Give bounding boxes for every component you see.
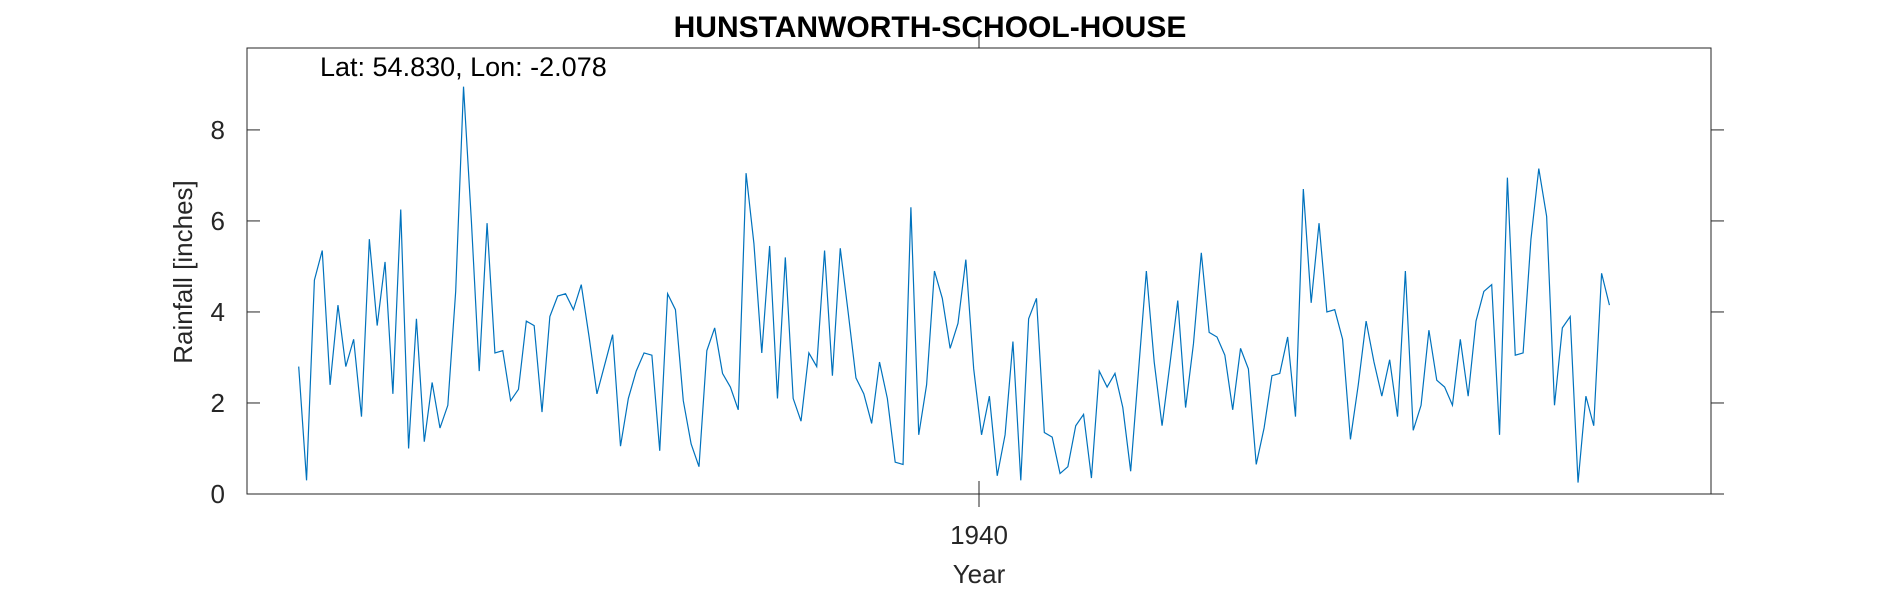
x-axis-ticks: 1940	[950, 35, 1008, 550]
x-tick-label: 1940	[950, 520, 1008, 550]
plot-area-frame	[246, 47, 1712, 495]
y-axis-label: Rainfall [inches]	[168, 180, 198, 364]
y-axis-ticks: 0 2 4 6 8	[211, 115, 1724, 509]
y-tick-label: 2	[211, 388, 225, 418]
y-tick-label: 0	[211, 479, 225, 509]
rainfall-series-line	[298, 86, 1611, 483]
x-axis-label: Year	[953, 559, 1006, 589]
chart-title: HUNSTANWORTH-SCHOOL-HOUSE	[674, 11, 1187, 44]
y-tick-label: 8	[211, 115, 225, 145]
y-tick-label: 4	[211, 297, 225, 327]
y-tick-label: 6	[211, 206, 225, 236]
coordinates-annotation: Lat: 54.830, Lon: -2.078	[320, 52, 607, 82]
series-group	[298, 86, 1611, 483]
